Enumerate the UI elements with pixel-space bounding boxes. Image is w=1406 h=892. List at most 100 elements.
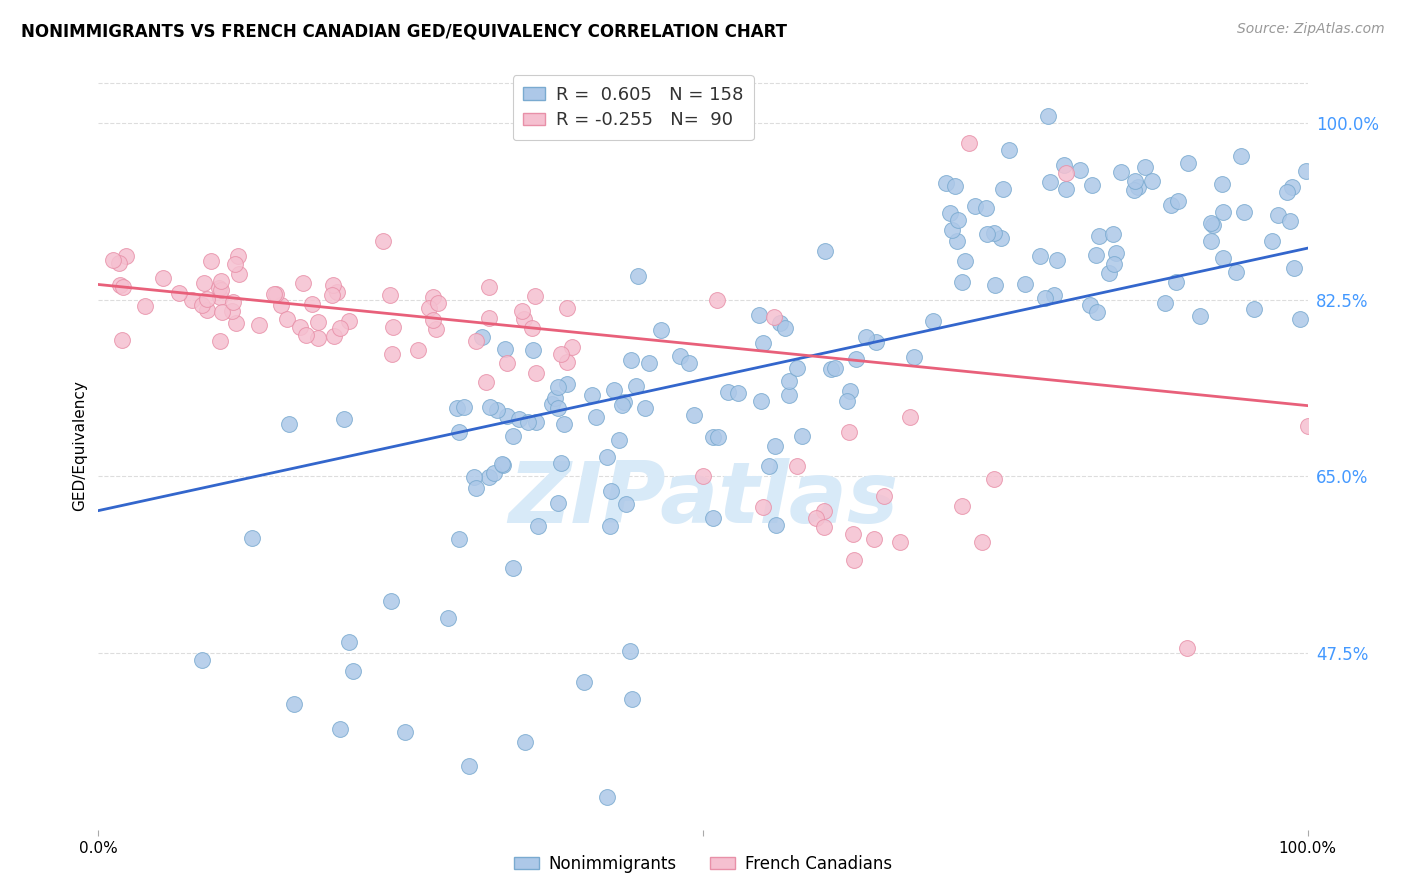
Point: [873, 490, 896, 504]
Point: [502, 429, 524, 443]
Point: [974, 202, 997, 216]
Point: [1267, 208, 1289, 222]
Point: [228, 267, 250, 281]
Point: [550, 347, 572, 361]
Point: [209, 283, 232, 297]
Point: [437, 611, 460, 625]
Point: [513, 312, 536, 326]
Point: [264, 287, 287, 301]
Point: [169, 286, 191, 301]
Point: [555, 377, 578, 392]
Point: [115, 249, 138, 263]
Point: [1212, 251, 1234, 265]
Point: [516, 415, 538, 429]
Point: [921, 314, 943, 328]
Point: [773, 321, 796, 335]
Point: [596, 790, 619, 805]
Point: [935, 176, 957, 190]
Point: [329, 321, 352, 335]
Point: [619, 644, 641, 658]
Point: [522, 343, 544, 358]
Point: [263, 287, 285, 301]
Point: [111, 334, 134, 348]
Point: [1212, 204, 1234, 219]
Point: [898, 409, 921, 424]
Point: [544, 391, 567, 405]
Point: [1281, 179, 1303, 194]
Point: [972, 534, 994, 549]
Point: [1097, 267, 1119, 281]
Point: [463, 469, 485, 483]
Point: [1296, 418, 1319, 433]
Point: [394, 725, 416, 739]
Point: [329, 723, 352, 737]
Point: [572, 675, 595, 690]
Point: [1260, 234, 1282, 248]
Point: [650, 323, 672, 337]
Point: [406, 343, 429, 358]
Point: [555, 301, 578, 315]
Point: [683, 408, 706, 422]
Point: [638, 356, 661, 370]
Point: [152, 271, 174, 285]
Point: [1105, 246, 1128, 260]
Point: [1081, 178, 1104, 192]
Point: [301, 297, 323, 311]
Point: [561, 341, 583, 355]
Point: [550, 456, 572, 470]
Point: [838, 425, 860, 439]
Point: [191, 653, 214, 667]
Point: [108, 278, 131, 293]
Point: [845, 351, 868, 366]
Point: [520, 320, 543, 334]
Point: [491, 457, 513, 471]
Point: [295, 327, 318, 342]
Point: [478, 470, 501, 484]
Point: [600, 483, 623, 498]
Point: [482, 466, 505, 480]
Point: [603, 384, 626, 398]
Point: [211, 304, 233, 318]
Point: [752, 335, 775, 350]
Point: [492, 458, 515, 473]
Point: [381, 319, 404, 334]
Point: [707, 430, 730, 444]
Point: [752, 500, 775, 514]
Point: [1029, 248, 1052, 262]
Point: [1085, 305, 1108, 319]
Point: [276, 311, 298, 326]
Point: [278, 417, 301, 431]
Point: [1042, 288, 1064, 302]
Point: [446, 401, 468, 415]
Point: [225, 317, 247, 331]
Point: [1102, 257, 1125, 271]
Point: [842, 527, 865, 541]
Point: [496, 409, 519, 424]
Point: [1233, 204, 1256, 219]
Point: [786, 360, 808, 375]
Point: [307, 315, 329, 329]
Point: [835, 394, 858, 409]
Point: [946, 234, 969, 248]
Point: [502, 561, 524, 575]
Point: [865, 334, 887, 349]
Point: [1054, 182, 1077, 196]
Point: [1164, 275, 1187, 289]
Point: [748, 308, 770, 322]
Point: [613, 395, 636, 409]
Point: [524, 289, 547, 303]
Point: [540, 397, 562, 411]
Point: [524, 366, 547, 380]
Point: [1014, 277, 1036, 292]
Point: [485, 403, 508, 417]
Point: [990, 231, 1012, 245]
Point: [181, 293, 204, 307]
Point: [627, 269, 650, 284]
Point: [200, 253, 222, 268]
Point: [946, 213, 969, 227]
Point: [381, 347, 404, 361]
Point: [1211, 177, 1233, 191]
Point: [614, 497, 637, 511]
Point: [195, 292, 218, 306]
Point: [1282, 261, 1305, 276]
